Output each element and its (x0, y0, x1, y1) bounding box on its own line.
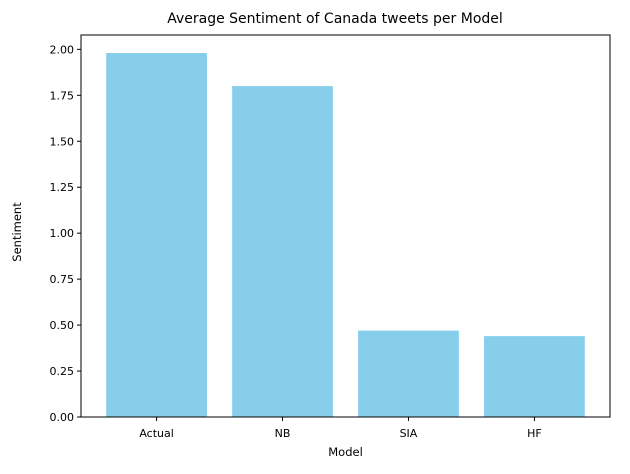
x-axis-ticks: Actual NB SIA HF (139, 417, 542, 440)
y-tick-label: 1.25 (50, 181, 75, 194)
bar-sia (358, 330, 459, 417)
y-axis-ticks: 0.00 0.25 0.50 0.75 1.00 1.25 1.50 1.75 2.00 (50, 43, 81, 424)
bars (106, 53, 585, 417)
x-axis-label: Model (328, 445, 363, 459)
bar-nb (232, 86, 333, 417)
y-tick-label: 0.50 (50, 319, 75, 332)
y-tick-label: 1.75 (50, 89, 75, 102)
y-axis-label: Sentiment (10, 202, 24, 262)
x-tick-label: HF (527, 427, 542, 440)
x-tick-label: NB (275, 427, 291, 440)
y-tick-label: 0.25 (50, 365, 75, 378)
plot-frame (80, 34, 611, 418)
y-tick-label: 1.50 (50, 135, 75, 148)
x-tick-label: Actual (139, 427, 173, 440)
plot-area (80, 34, 611, 418)
chart-title: Average Sentiment of Canada tweets per M… (167, 11, 503, 27)
bar-actual (106, 53, 207, 417)
bar-hf (484, 336, 585, 417)
y-tick-label: 2.00 (50, 43, 75, 56)
y-tick-label: 1.00 (50, 227, 75, 240)
y-tick-label: 0.75 (50, 273, 75, 286)
y-tick-label: 0.00 (50, 411, 75, 424)
x-tick-label: SIA (400, 427, 418, 440)
